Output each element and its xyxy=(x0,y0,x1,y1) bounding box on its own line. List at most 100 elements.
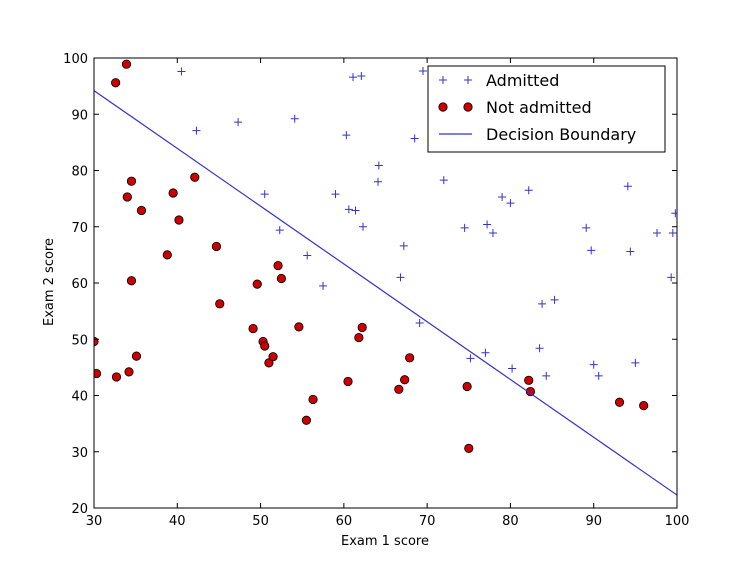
not-admitted-point xyxy=(639,401,649,411)
plot-marks xyxy=(94,59,677,496)
not-admitted-point xyxy=(464,443,474,453)
not-admitted-point xyxy=(111,372,122,382)
plot-area xyxy=(94,59,677,496)
admitted-point xyxy=(538,299,547,308)
not-admitted-point xyxy=(400,375,410,385)
not-admitted-point xyxy=(94,368,102,379)
admitted-point xyxy=(535,344,544,353)
x-tick-label: 100 xyxy=(665,514,690,529)
admitted-point xyxy=(483,220,492,229)
not-admitted-point xyxy=(394,384,404,394)
admitted-point xyxy=(344,205,353,214)
admitted-point xyxy=(439,176,448,185)
admitted-point xyxy=(177,67,186,76)
x-tick-label: 50 xyxy=(252,514,269,529)
admitted-point xyxy=(466,354,475,363)
y-tick-label: 50 xyxy=(71,333,88,348)
admitted-point xyxy=(594,371,603,380)
not-admitted-point xyxy=(268,352,278,362)
admitted-point xyxy=(668,228,677,237)
y-tick-label: 80 xyxy=(71,165,88,180)
y-tick-label: 100 xyxy=(63,52,88,67)
x-tick-label: 40 xyxy=(169,514,186,529)
legend: Admitted Not admitted Decision Boundary xyxy=(427,65,666,153)
y-tick-label: 20 xyxy=(71,502,88,517)
not-admitted-point xyxy=(121,59,132,69)
x-tick-label: 30 xyxy=(86,514,103,529)
legend-label: Decision Boundary xyxy=(486,125,636,144)
admitted-point xyxy=(498,192,507,201)
not-admitted-point xyxy=(252,279,262,289)
admitted-point xyxy=(359,222,368,231)
x-tick-label: 60 xyxy=(336,514,353,529)
y-tick-label: 90 xyxy=(71,108,88,123)
admitted-point xyxy=(460,223,469,232)
admitted-point xyxy=(374,177,383,186)
admitted-point xyxy=(399,241,408,250)
x-tick-label: 90 xyxy=(585,514,602,529)
admitted-point xyxy=(589,360,598,369)
admitted-point xyxy=(671,209,677,218)
not-admitted-point xyxy=(273,260,283,271)
not-admitted-point xyxy=(215,299,225,309)
not-admitted-point xyxy=(126,176,137,186)
not-admitted-point xyxy=(168,188,178,198)
not-admitted-point xyxy=(211,241,222,252)
admitted-point xyxy=(587,246,596,255)
admitted-point xyxy=(349,73,358,82)
admitted-point xyxy=(290,114,299,123)
admitted-point xyxy=(374,161,383,170)
not-admitted-point xyxy=(343,376,353,387)
admitted-point xyxy=(506,199,515,208)
not-admitted-point xyxy=(260,341,270,351)
decision-boundary-line xyxy=(94,90,677,496)
legend-swatch-not-admitted xyxy=(438,102,448,112)
not-admitted-point xyxy=(294,322,304,332)
admitted-point xyxy=(331,190,340,199)
admitted-point xyxy=(234,118,243,127)
admitted-point xyxy=(319,281,328,290)
not-admitted-point xyxy=(131,351,142,361)
admitted-point xyxy=(481,348,490,357)
legend-swatch-admitted xyxy=(464,76,472,84)
not-admitted-point xyxy=(301,415,311,425)
not-admitted-point xyxy=(126,276,137,286)
y-tick-label: 30 xyxy=(71,446,88,461)
admitted-point xyxy=(623,182,632,191)
not-admitted-point xyxy=(354,332,364,343)
y-tick-label: 40 xyxy=(71,390,88,405)
legend-label: Not admitted xyxy=(486,98,592,117)
admitted-point xyxy=(192,126,201,135)
admitted-point xyxy=(357,72,366,80)
admitted-point xyxy=(303,251,312,260)
admitted-point xyxy=(653,228,662,237)
legend-label: Admitted xyxy=(486,71,559,90)
admitted-point xyxy=(524,186,533,195)
admitted-point xyxy=(631,358,640,367)
legend-swatch-admitted xyxy=(439,76,447,84)
admitted-point xyxy=(667,273,676,282)
admitted-point xyxy=(260,190,269,199)
admitted-point xyxy=(415,318,424,327)
admitted-point xyxy=(342,131,351,140)
admitted-point xyxy=(275,226,284,235)
not-admitted-point xyxy=(462,381,472,392)
admitted-point xyxy=(351,206,360,215)
admitted-point xyxy=(582,223,591,232)
legend-swatch-not-admitted xyxy=(463,102,473,112)
not-admitted-point xyxy=(248,323,258,334)
admitted-point xyxy=(550,295,559,304)
x-tick-label: 80 xyxy=(502,514,519,529)
admitted-point xyxy=(508,364,517,373)
not-admitted-point xyxy=(124,367,134,377)
admitted-point xyxy=(418,66,427,75)
not-admitted-point xyxy=(276,273,286,284)
admitted-point xyxy=(626,247,635,256)
not-admitted-point xyxy=(190,172,200,182)
not-admitted-point xyxy=(524,375,534,385)
not-admitted-point xyxy=(308,394,318,405)
y-tick-label: 60 xyxy=(71,277,88,292)
not-admitted-point xyxy=(136,205,147,216)
not-admitted-point xyxy=(162,250,172,260)
